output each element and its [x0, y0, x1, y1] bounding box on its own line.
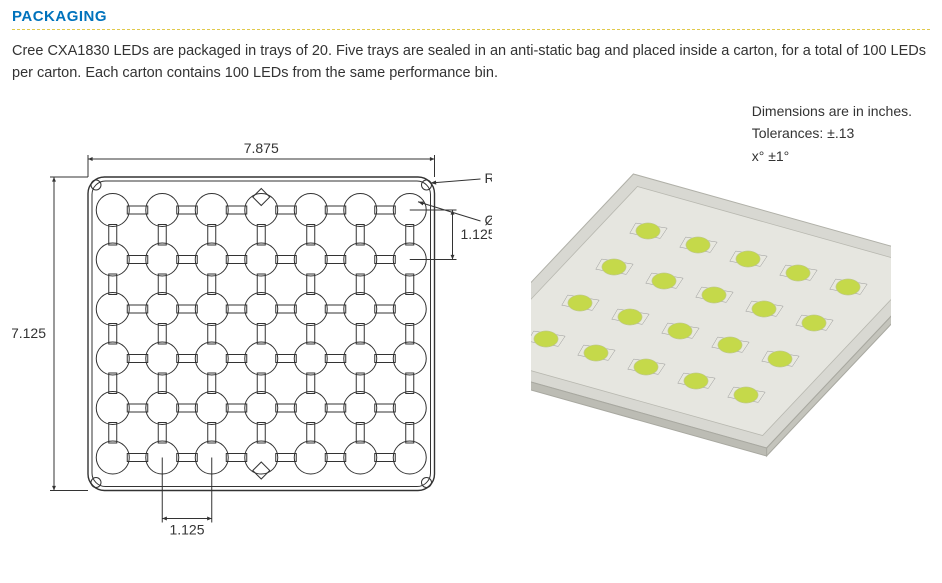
svg-text:7.125: 7.125: [12, 325, 46, 341]
svg-text:1.125: 1.125: [461, 226, 493, 242]
dimension-notes: Dimensions are in inches. Tolerances: ±.…: [752, 100, 912, 167]
tray-3d-render: [492, 173, 930, 473]
tray-engineering-drawing: 7.8757.125R.375Ø.751.1251.125: [12, 143, 492, 563]
note-tolerance: Tolerances: ±.13: [752, 122, 912, 144]
note-angle: x° ±1°: [752, 145, 912, 167]
note-units: Dimensions are in inches.: [752, 100, 912, 122]
svg-text:1.125: 1.125: [169, 521, 204, 537]
svg-text:R.375: R.375: [485, 170, 493, 186]
svg-text:7.875: 7.875: [244, 143, 279, 156]
packaging-description: Cree CXA1830 LEDs are packaged in trays …: [12, 40, 930, 85]
section-title: PACKAGING: [12, 8, 930, 30]
